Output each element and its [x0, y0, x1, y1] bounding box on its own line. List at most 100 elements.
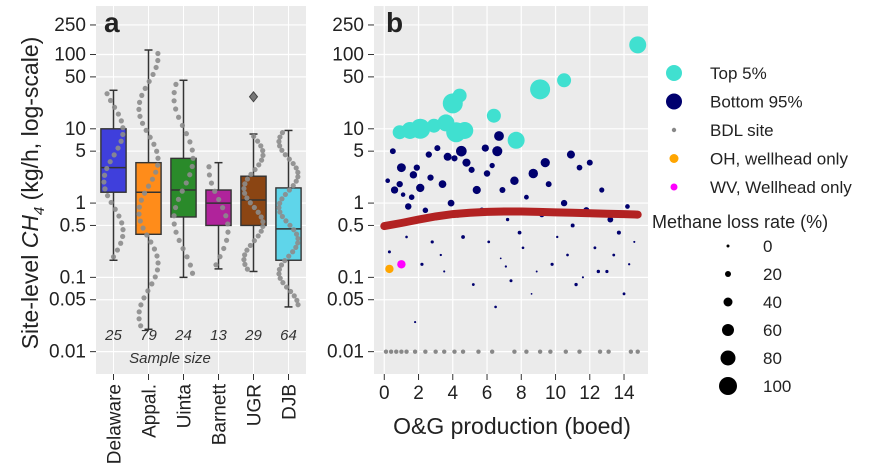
box-point — [136, 309, 142, 315]
size-legend-marker — [725, 271, 731, 277]
box-point — [208, 180, 215, 186]
box-point — [136, 106, 142, 112]
legend-marker — [666, 93, 682, 110]
box-point — [241, 185, 247, 192]
box-point — [225, 229, 231, 235]
scatter-point-bottom-95- — [409, 171, 418, 179]
box-point — [189, 270, 196, 276]
scatter-point-bottom-95- — [408, 194, 415, 200]
panel-a-y-tick-label: 250 — [54, 15, 86, 36]
box-point — [111, 152, 117, 158]
box-point — [116, 213, 122, 219]
box-barnett — [205, 189, 232, 227]
scatter-point-bottom-95- — [438, 180, 447, 188]
box-point — [206, 172, 213, 178]
box-point — [282, 152, 288, 158]
box-point — [151, 141, 157, 147]
box-point — [279, 213, 285, 220]
scatter-point-bottom-95- — [472, 185, 481, 195]
scatter-point-bdl-site — [489, 349, 495, 354]
scatter-point-bdl-site — [563, 349, 568, 354]
scatter-point-bottom-95- — [566, 150, 575, 159]
box-point — [242, 261, 248, 267]
scatter-point-bottom-95- — [456, 145, 467, 157]
box-point — [147, 134, 153, 140]
box-point — [242, 252, 248, 258]
scatter-point-bottom-95- — [499, 257, 502, 260]
legend-label: OH, wellhead only — [710, 150, 848, 169]
scatter-point-bottom-95- — [443, 270, 446, 273]
scatter-point-bottom-95- — [566, 253, 569, 257]
box-point — [244, 195, 250, 201]
box-point — [151, 246, 158, 252]
scatter-point-bottom-95- — [494, 131, 504, 141]
box-point — [187, 139, 193, 145]
box-point — [154, 253, 160, 259]
box-point — [154, 148, 160, 154]
scatter-point-bottom-95- — [489, 162, 495, 169]
box-point — [138, 302, 144, 308]
scatter-point-bottom-95- — [545, 181, 552, 188]
panel-a-y-tick-label: 0.5 — [60, 215, 86, 236]
panel-b-y-tick-label: 250 — [332, 15, 364, 36]
scatter-point-bottom-95- — [389, 148, 396, 155]
scatter-point-top-5- — [446, 122, 467, 143]
scatter-point-bottom-95- — [425, 151, 432, 158]
box-point — [143, 127, 149, 133]
scatter-point-bottom-95- — [420, 262, 424, 266]
panel-b-x-tick-label: 14 — [613, 383, 635, 404]
box-point — [247, 242, 253, 249]
box-point — [244, 266, 250, 272]
scatter-point-bdl-site — [442, 349, 447, 354]
scatter-point-bottom-95- — [607, 216, 614, 223]
scatter-point-bottom-95- — [430, 240, 434, 244]
box-point — [279, 130, 286, 136]
scatter-point-bottom-95- — [628, 263, 631, 266]
box-point — [112, 206, 118, 212]
box-point — [137, 218, 143, 224]
box-point — [107, 159, 113, 165]
box-point — [137, 113, 143, 119]
box-point — [248, 171, 254, 177]
size-legend-label: 100 — [763, 377, 791, 396]
size-legend-marker — [719, 377, 737, 395]
box-point — [287, 222, 293, 228]
box-point — [251, 204, 257, 211]
panel-b-y-tick-label: 1 — [353, 193, 364, 214]
box-point — [120, 233, 126, 240]
box-point — [276, 266, 283, 273]
box-point — [286, 253, 292, 259]
scatter-point-bdl-site — [412, 349, 418, 354]
scatter-point-bdl-site — [577, 349, 582, 354]
legend-marker — [670, 183, 678, 191]
scatter-point-bottom-95- — [481, 144, 489, 152]
panel-a-x-tick-label: Uinta — [175, 384, 196, 429]
box-point — [111, 104, 118, 110]
box-point — [189, 163, 195, 170]
box-point — [295, 240, 301, 246]
scatter-point-bottom-95- — [625, 204, 630, 209]
panel-b-y-tick-label: 0.01 — [327, 342, 364, 363]
panel-a-x-tick-label: Appal. — [140, 384, 161, 438]
sample-size-value: 13 — [210, 327, 227, 344]
scatter-point-bottom-95- — [405, 235, 408, 239]
scatter-point-bottom-95- — [416, 183, 425, 193]
box-point — [140, 225, 146, 231]
box-point — [286, 156, 292, 162]
legend-label: Bottom 95% — [710, 93, 803, 112]
panel-b-x-ticks: 0 2 4 6 8 10 12 14 — [379, 374, 635, 404]
size-legend-label: 0 — [763, 237, 772, 256]
box-point — [225, 221, 231, 227]
legend-marker — [669, 154, 679, 163]
box-point — [136, 204, 142, 210]
box-point — [189, 147, 195, 153]
box-point — [223, 213, 229, 219]
scatter-point-bottom-95- — [434, 145, 441, 152]
scatter-point-bottom-95- — [385, 178, 391, 184]
box-outlier — [248, 90, 259, 103]
scatter-point-top-5- — [530, 79, 551, 100]
panel-a-y-tick-label: 10 — [65, 119, 86, 140]
panel-a-y-tick-label: 0.01 — [49, 342, 86, 363]
scatter-point-bottom-95- — [443, 152, 452, 161]
scatter-point-bottom-95- — [413, 164, 420, 171]
